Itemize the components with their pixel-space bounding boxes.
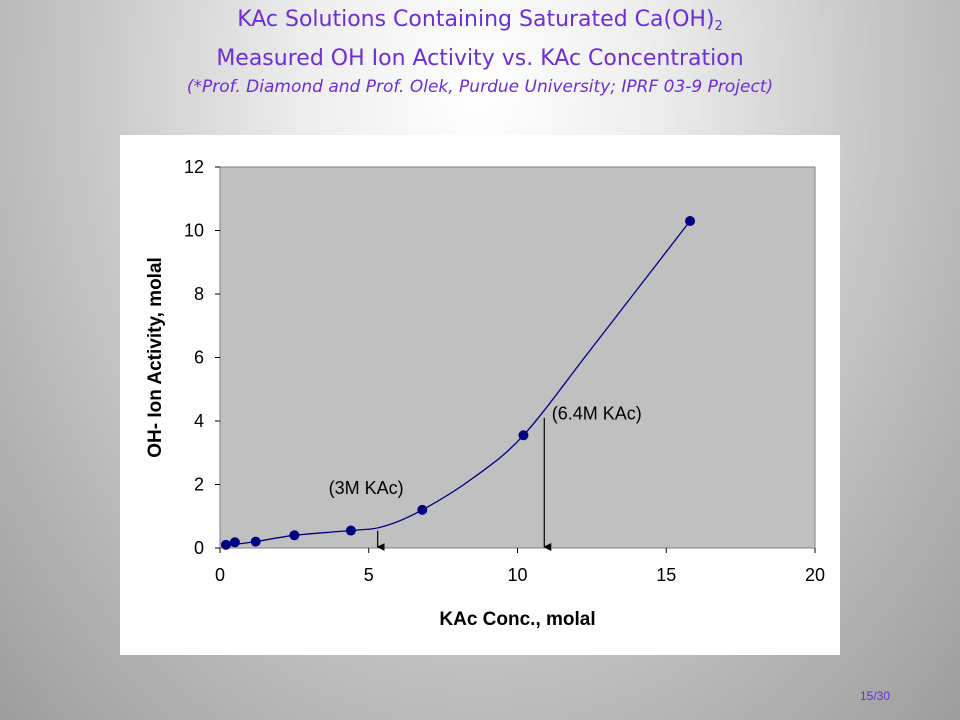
y-tick-label: 10 bbox=[184, 221, 204, 241]
y-axis-label: OH- Ion Activity, molal bbox=[145, 257, 166, 458]
x-tick-label: 10 bbox=[507, 565, 527, 585]
y-tick-label: 8 bbox=[194, 284, 204, 304]
y-tick-label: 4 bbox=[194, 411, 204, 431]
data-point bbox=[289, 530, 300, 541]
data-point bbox=[250, 536, 261, 547]
x-tick-label: 20 bbox=[805, 565, 825, 585]
chart-panel: 0 5 10 15 20 0 2 4 6 8 10 12 KAc Conc., molal OH- Ion… bbox=[120, 135, 840, 655]
title-subscript: 2 bbox=[714, 19, 723, 34]
y-tick-label: 6 bbox=[194, 348, 204, 368]
title-block: KAc Solutions Containing Saturated Ca(OH… bbox=[0, 4, 960, 99]
data-point bbox=[345, 525, 356, 536]
page-number: 15/30 bbox=[859, 689, 890, 703]
data-point bbox=[417, 504, 428, 515]
title-main: KAc Solutions Containing Saturated Ca(OH… bbox=[237, 7, 715, 32]
data-point bbox=[685, 215, 696, 226]
chart: 0 5 10 15 20 0 2 4 6 8 10 12 KAc Conc., molal OH- Ion… bbox=[145, 157, 825, 630]
x-tick-label: 15 bbox=[656, 565, 676, 585]
data-point bbox=[229, 537, 240, 548]
annotation-label: (3M KAc) bbox=[329, 478, 404, 498]
y-tick-label: 12 bbox=[184, 157, 204, 177]
y-tick-label: 2 bbox=[194, 475, 204, 495]
slide-title-line2: Measured OH Ion Activity vs. KAc Concent… bbox=[216, 46, 744, 71]
data-point bbox=[518, 430, 529, 441]
data-point bbox=[220, 539, 231, 550]
x-axis-label: KAc Conc., molal bbox=[439, 609, 595, 630]
annotation-label: (6.4M KAc) bbox=[552, 403, 642, 423]
x-tick-label: 5 bbox=[364, 565, 374, 585]
x-tick-label: 0 bbox=[215, 565, 225, 585]
slide-subtitle: (*Prof. Diamond and Prof. Olek, Purdue U… bbox=[186, 77, 774, 97]
slide-title: KAc Solutions Containing Saturated Ca(OH… bbox=[0, 4, 960, 43]
plot-area bbox=[219, 166, 816, 549]
y-tick-label: 0 bbox=[194, 538, 204, 558]
